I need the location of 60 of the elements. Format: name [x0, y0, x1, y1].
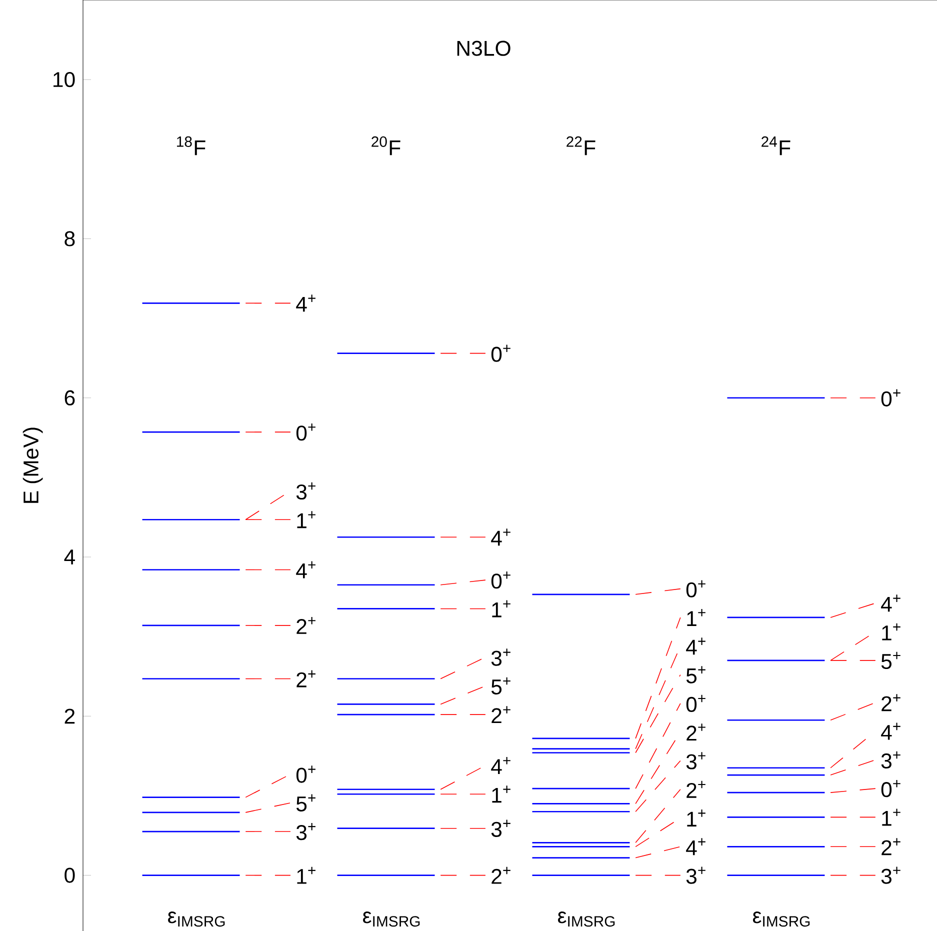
annotation: ε$_{IMSRG}$ — [363, 912, 420, 927]
x-tick-label: $^{24}$F — [762, 136, 790, 156]
y-tick-label: 4 — [64, 550, 75, 564]
y-axis-title: E (MeV) — [22, 428, 43, 503]
annotation: 3$^{+}$ — [686, 752, 706, 770]
annotation: 1$^{+}$ — [492, 600, 510, 618]
annotation: 0$^{+}$ — [686, 694, 706, 712]
annotation: 0$^{+}$ — [686, 580, 706, 598]
annotation: 2$^{+}$ — [686, 724, 706, 741]
annotation: 5$^{+}$ — [881, 652, 900, 670]
annotation: 3$^{+}$ — [296, 822, 316, 840]
annotation: 1$^{+}$ — [882, 623, 900, 640]
annotation: 2$^{+}$ — [686, 780, 706, 798]
annotation: 3$^{+}$ — [491, 648, 510, 666]
annotation: 0$^{+}$ — [491, 344, 510, 362]
annotation: 5$^{+}$ — [686, 666, 706, 684]
y-tick-label: 10 — [54, 72, 75, 88]
annotation: 1$^{+}$ — [297, 866, 316, 884]
annotation: 4$^{+}$ — [296, 561, 316, 578]
annotation: 3$^{+}$ — [296, 482, 316, 500]
annotation: 1$^{+}$ — [882, 808, 900, 826]
annotation: 0$^{+}$ — [296, 423, 316, 441]
annotation: 3$^{+}$ — [491, 820, 510, 837]
annotation: ε$_{IMSRG}$ — [752, 912, 810, 927]
text: N3LO — [457, 40, 510, 56]
annotation: 5$^{+}$ — [491, 677, 510, 695]
annotation: 4$^{+}$ — [491, 528, 510, 546]
annotation: 0$^{+}$ — [491, 571, 510, 589]
x-tick-label: $^{22}$F — [566, 136, 596, 156]
annotation: 1$^{+}$ — [687, 608, 706, 626]
annotation: 3$^{+}$ — [686, 866, 706, 884]
annotation: 1$^{+}$ — [687, 810, 706, 826]
x-tick-label: $^{18}$F — [176, 136, 206, 156]
annotation: 2$^{+}$ — [882, 838, 900, 856]
annotation: 0$^{+}$ — [296, 766, 316, 783]
y-tick-label: 6 — [64, 390, 75, 406]
annotation: 1$^{+}$ — [297, 511, 316, 528]
y-tick-label: 2 — [64, 708, 75, 724]
annotation: ε$_{IMSRG}$ — [168, 912, 225, 927]
annotation: ε$_{IMSRG}$ — [558, 912, 615, 927]
y-tick-label: 8 — [64, 231, 75, 246]
annotation: 2$^{+}$ — [296, 616, 316, 634]
annotation: 4$^{+}$ — [881, 594, 900, 612]
y-tick-label: 0 — [64, 868, 75, 883]
annotation: 1$^{+}$ — [492, 786, 510, 803]
annotation: 0$^{+}$ — [881, 780, 900, 798]
x-tick-label: $^{20}$F — [372, 136, 400, 156]
annotation: 4$^{+}$ — [686, 838, 706, 856]
annotation: 4$^{+}$ — [686, 638, 706, 655]
annotation: 4$^{+}$ — [296, 294, 316, 312]
annotation: 2$^{+}$ — [492, 866, 510, 884]
annotation: 3$^{+}$ — [881, 866, 900, 884]
annotation: 2$^{+}$ — [296, 670, 316, 688]
annotation: 2$^{+}$ — [492, 706, 510, 724]
annotation: 4$^{+}$ — [881, 722, 900, 740]
annotation: 0$^{+}$ — [881, 389, 900, 406]
annotation: 3$^{+}$ — [881, 751, 900, 769]
annotation: 4$^{+}$ — [491, 757, 510, 774]
annotation: 2$^{+}$ — [882, 694, 900, 712]
annotation: 5$^{+}$ — [296, 794, 316, 812]
